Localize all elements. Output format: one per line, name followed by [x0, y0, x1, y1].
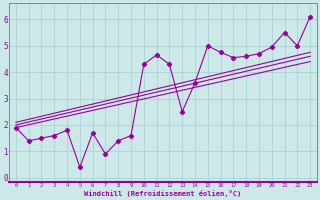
X-axis label: Windchill (Refroidissement éolien,°C): Windchill (Refroidissement éolien,°C): [84, 190, 242, 197]
